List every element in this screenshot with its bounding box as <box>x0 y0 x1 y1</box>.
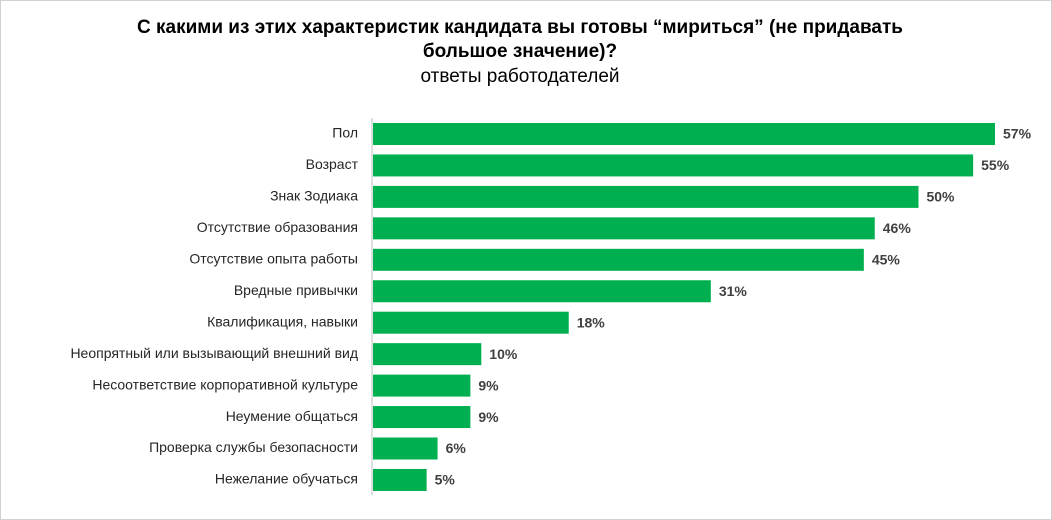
bar <box>373 437 438 460</box>
category-label: Возраст <box>306 156 359 172</box>
chart-title: С какими из этих характеристик кандидата… <box>137 17 903 62</box>
bar <box>373 185 919 208</box>
bar <box>373 154 974 177</box>
bar <box>373 280 711 303</box>
category-label: Нежелание обучаться <box>215 471 358 487</box>
category-label: Отсутствие опыта работы <box>189 251 358 267</box>
category-label: Знак Зодиака <box>270 188 358 204</box>
value-label: 18% <box>577 314 606 330</box>
value-label: 55% <box>981 157 1010 173</box>
bar <box>373 311 569 334</box>
bar <box>373 374 471 397</box>
bar <box>373 217 875 240</box>
bar <box>373 406 471 429</box>
category-label: Несоответствие корпоративной культуре <box>92 376 358 392</box>
value-label: 9% <box>478 409 499 425</box>
chart-subtitle: ответы работодателей <box>420 66 620 87</box>
value-label: 31% <box>719 283 748 299</box>
category-label: Проверка службы безопасности <box>149 439 358 455</box>
value-label: 9% <box>478 377 499 393</box>
value-label: 50% <box>926 189 955 205</box>
category-label: Вредные привычки <box>234 282 358 298</box>
category-label: Квалификация, навыки <box>207 313 358 329</box>
category-label: Пол <box>332 125 358 141</box>
bar <box>373 343 482 366</box>
bar <box>373 468 427 491</box>
category-label: Неумение общаться <box>226 408 358 424</box>
category-label: Неопрятный или вызывающий внешний вид <box>70 345 358 361</box>
value-label: 5% <box>435 472 456 488</box>
value-label: 6% <box>446 440 467 456</box>
category-label: Отсутствие образования <box>197 219 358 235</box>
value-label: 46% <box>883 220 912 236</box>
value-label: 57% <box>1003 126 1032 142</box>
bar <box>373 123 995 145</box>
value-label: 10% <box>489 346 518 362</box>
value-label: 45% <box>872 252 901 268</box>
bar <box>373 248 864 271</box>
